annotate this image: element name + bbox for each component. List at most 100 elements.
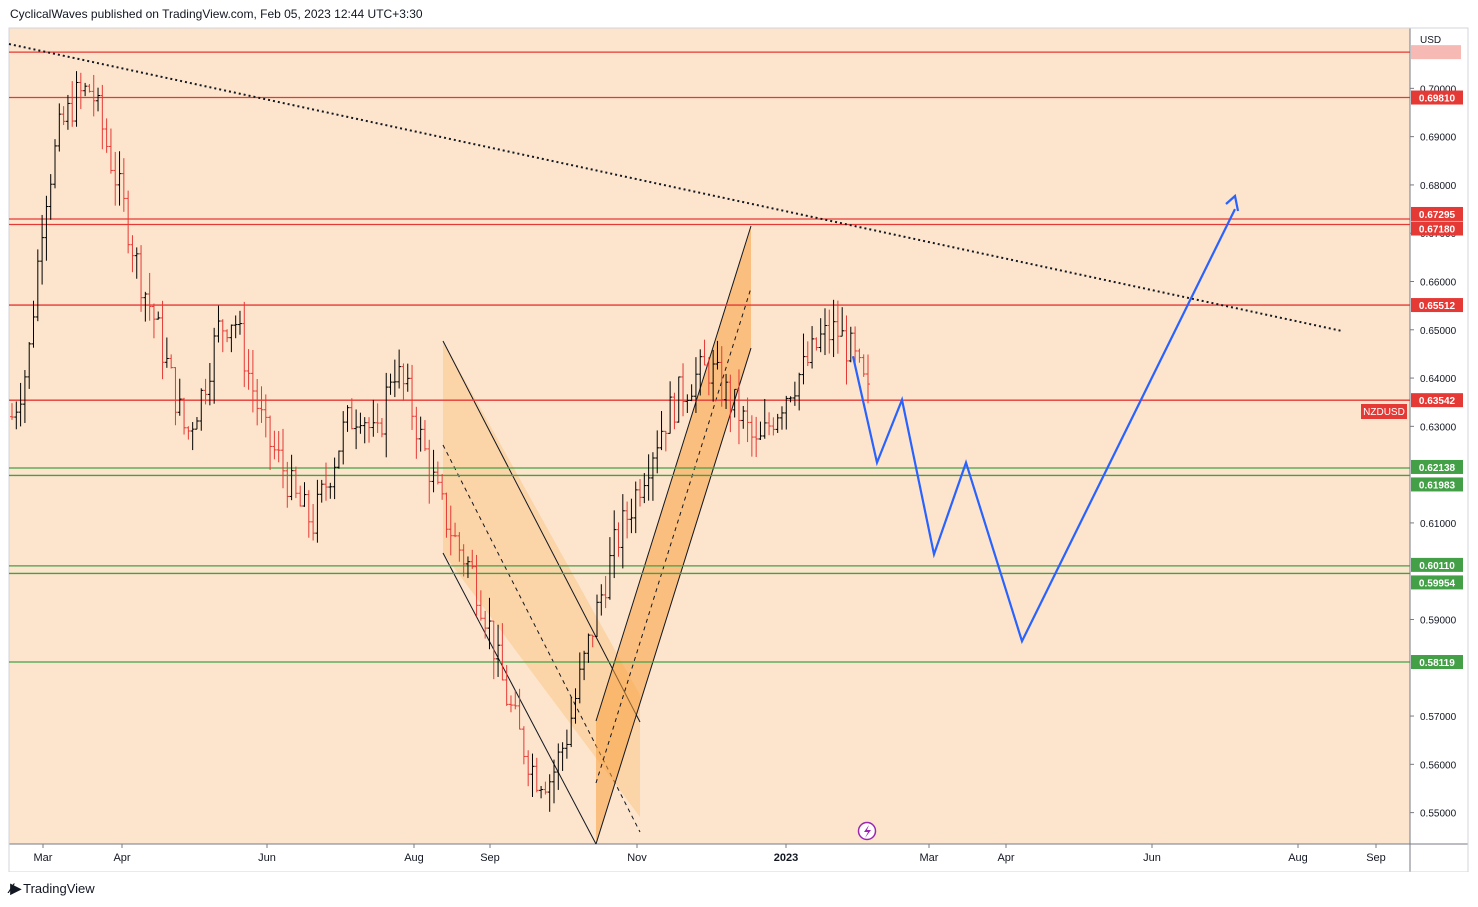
ohlc-bar	[822, 308, 827, 356]
ohlc-bar	[397, 349, 402, 389]
ohlc-bar	[388, 373, 393, 395]
symbol-badge[interactable]: NZDUSD	[1361, 404, 1407, 419]
ohlc-bar	[551, 759, 556, 804]
ohlc-bar	[345, 405, 350, 432]
ohlc-bar	[177, 378, 182, 416]
ohlc-bar	[104, 118, 109, 153]
ohlc-bar	[642, 473, 647, 504]
ascending-channel-mid	[595, 287, 752, 784]
ohlc-bar	[14, 401, 19, 430]
time-tick-label: Mar	[34, 852, 53, 864]
ohlc-bar	[758, 421, 763, 440]
ohlc-bar	[139, 245, 144, 312]
ohlc-bar	[818, 318, 823, 353]
ohlc-bar	[448, 505, 453, 556]
ohlc-bar	[762, 398, 767, 439]
price-tick-label: 0.63000	[1420, 422, 1457, 433]
ohlc-bar	[719, 346, 724, 407]
price-tick-label: 0.64000	[1420, 374, 1457, 385]
footer: ⁄▶ TradingView	[0, 872, 1478, 907]
ascending-channel-upper	[595, 225, 752, 722]
ohlc-bar	[87, 84, 92, 93]
level-badge	[1411, 459, 1463, 474]
ohlc-bar	[246, 349, 251, 390]
ohlc-bar	[659, 411, 664, 451]
ohlc-bar	[164, 337, 169, 368]
ohlc-bar	[427, 439, 432, 504]
ohlc-bar	[547, 774, 552, 812]
ohlc-bar	[143, 291, 148, 322]
ohlc-bar	[225, 329, 230, 343]
ohlc-bar	[233, 315, 238, 339]
time-tick-label: Apr	[997, 852, 1014, 864]
long-term-trendline[interactable]	[8, 43, 1343, 332]
ohlc-bar	[276, 431, 281, 463]
ohlc-bar	[543, 781, 548, 795]
ohlc-bar	[130, 235, 135, 273]
ohlc-bar	[810, 326, 815, 369]
ohlc-bar	[194, 417, 199, 430]
ohlc-bar	[530, 753, 535, 797]
ohlc-bar	[745, 397, 750, 443]
time-tick-label: Sep	[480, 852, 500, 864]
price-chart[interactable]: 0.700000.690000.680000.670000.660000.650…	[0, 0, 1478, 872]
ohlc-bar	[771, 417, 776, 436]
ohlc-bar	[672, 392, 677, 430]
lightning-icon[interactable]	[857, 821, 877, 841]
price-tick-label: 0.69000	[1420, 133, 1457, 144]
ohlc-bar	[113, 151, 118, 206]
ohlc-bar	[293, 466, 298, 499]
price-tick-label: 0.56000	[1420, 760, 1457, 771]
ohlc-bar	[689, 384, 694, 402]
ohlc-bar	[840, 307, 845, 337]
ohlc-bar	[749, 415, 754, 457]
ohlc-bar	[242, 301, 247, 387]
tradingview-logo-icon: ⁄▶	[10, 880, 21, 896]
ohlc-bar	[814, 337, 819, 351]
ohlc-bar	[263, 394, 268, 438]
ohlc-bar	[444, 492, 449, 538]
ohlc-bar	[384, 372, 389, 458]
symbol-badge-label: NZDUSD	[1363, 407, 1405, 418]
tradingview-logo[interactable]: ⁄▶ TradingView	[10, 880, 95, 897]
forecast-path[interactable]	[851, 208, 1236, 645]
ohlc-bar	[638, 479, 643, 507]
ohlc-bar	[711, 349, 716, 402]
ohlc-bar	[728, 374, 733, 433]
ohlc-bar	[487, 597, 492, 650]
price-tick-label: 0.57000	[1420, 712, 1457, 723]
ohlc-bar	[70, 81, 75, 127]
ohlc-bar	[453, 522, 458, 538]
ohlc-bar	[612, 510, 617, 579]
level-badge-label: 0.67295	[1419, 210, 1456, 221]
ohlc-bar	[65, 94, 70, 130]
ohlc-bar	[190, 422, 195, 451]
time-tick-label: Sep	[1366, 852, 1386, 864]
ohlc-bar	[590, 634, 595, 648]
ohlc-bar	[741, 406, 746, 429]
price-axis-labels: 0.69810 0.67295 0.67180 0.65512 0.63542 0.621…	[1411, 45, 1463, 670]
level-badge	[1411, 393, 1463, 408]
ohlc-bar	[560, 742, 565, 771]
ohlc-bar	[203, 378, 208, 405]
ohlc-bar	[328, 482, 333, 499]
ohlc-bar	[440, 474, 445, 500]
ohlc-bar	[681, 363, 686, 417]
ohlc-bar	[457, 532, 462, 562]
price-axis-background	[1410, 28, 1468, 844]
ohlc-bar	[616, 522, 621, 557]
ohlc-bar	[586, 633, 591, 663]
ohlc-bar	[61, 106, 66, 126]
ohlc-bar	[848, 326, 853, 363]
level-badge-label: 0.62138	[1419, 463, 1456, 474]
ohlc-bar	[332, 457, 337, 500]
ohlc-bar	[354, 409, 359, 450]
ohlc-bar	[48, 174, 53, 220]
ohlc-bar	[706, 357, 711, 396]
ohlc-bar	[474, 554, 479, 617]
ohlc-bar	[212, 327, 217, 404]
ohlc-bar	[693, 357, 698, 413]
level-badge-label: 0.63542	[1419, 396, 1456, 407]
ohlc-bar	[324, 462, 329, 501]
ohlc-bar	[220, 319, 225, 353]
